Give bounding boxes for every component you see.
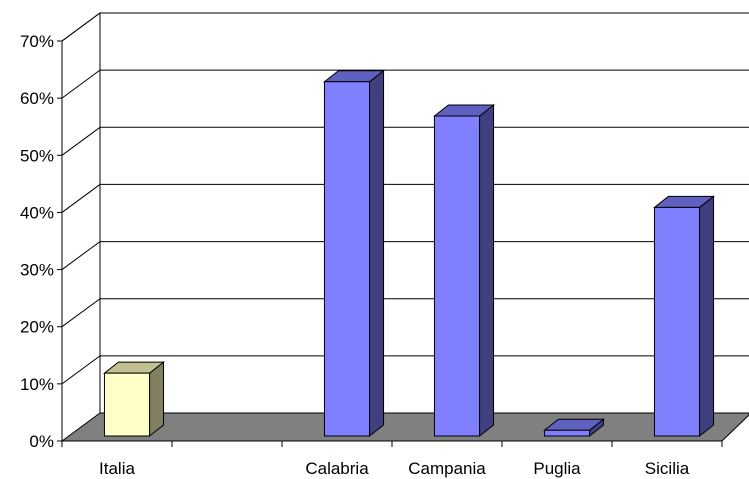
bar-side (369, 69, 385, 438)
bar-sicilia (653, 195, 715, 438)
y-tick-label: 20% (20, 318, 54, 337)
gridline (61, 126, 749, 156)
gridline (61, 12, 749, 42)
bar-calabria (323, 69, 385, 438)
y-tick-label: 60% (20, 89, 54, 108)
gridline (61, 241, 749, 270)
bar-front (653, 206, 701, 437)
gridline (61, 69, 749, 99)
y-axis-tick-labels: 0% 10% 20% 30% 40% 50% 60% 70% (20, 32, 62, 451)
bar-side (699, 195, 715, 438)
bar-front (433, 115, 481, 437)
bar-italia (103, 361, 165, 438)
bar-puglia (543, 418, 605, 438)
x-tick-label: Calabria (305, 459, 369, 478)
y-tick-label: 50% (20, 146, 54, 165)
bar-side (149, 361, 165, 438)
bar-front (543, 429, 591, 437)
x-tick-label: Sicilia (645, 459, 690, 478)
y-tick-label: 0% (29, 432, 54, 451)
x-tick-label: Italia (99, 459, 135, 478)
y-tick-label: 40% (20, 203, 54, 222)
gridline (61, 355, 749, 385)
chart-floor (60, 412, 749, 442)
x-tick-label: Puglia (533, 459, 581, 478)
side-wall (61, 12, 101, 441)
bars (103, 69, 715, 438)
bar-side (479, 103, 495, 438)
x-axis-tick-labels: Italia Calabria Campania Puglia Sicilia (61, 441, 723, 478)
bar-front (323, 81, 371, 437)
y-tick-label: 70% (20, 32, 54, 51)
bar-front (103, 372, 151, 437)
gridline (61, 298, 749, 328)
y-tick-label: 10% (20, 375, 54, 394)
x-tick-label: Campania (408, 459, 486, 478)
y-tick-label: 30% (20, 261, 54, 280)
bar-campania (433, 103, 495, 438)
gridlines (61, 12, 749, 385)
gridline (61, 183, 749, 213)
chart-walls (61, 12, 101, 441)
floor (60, 412, 749, 442)
